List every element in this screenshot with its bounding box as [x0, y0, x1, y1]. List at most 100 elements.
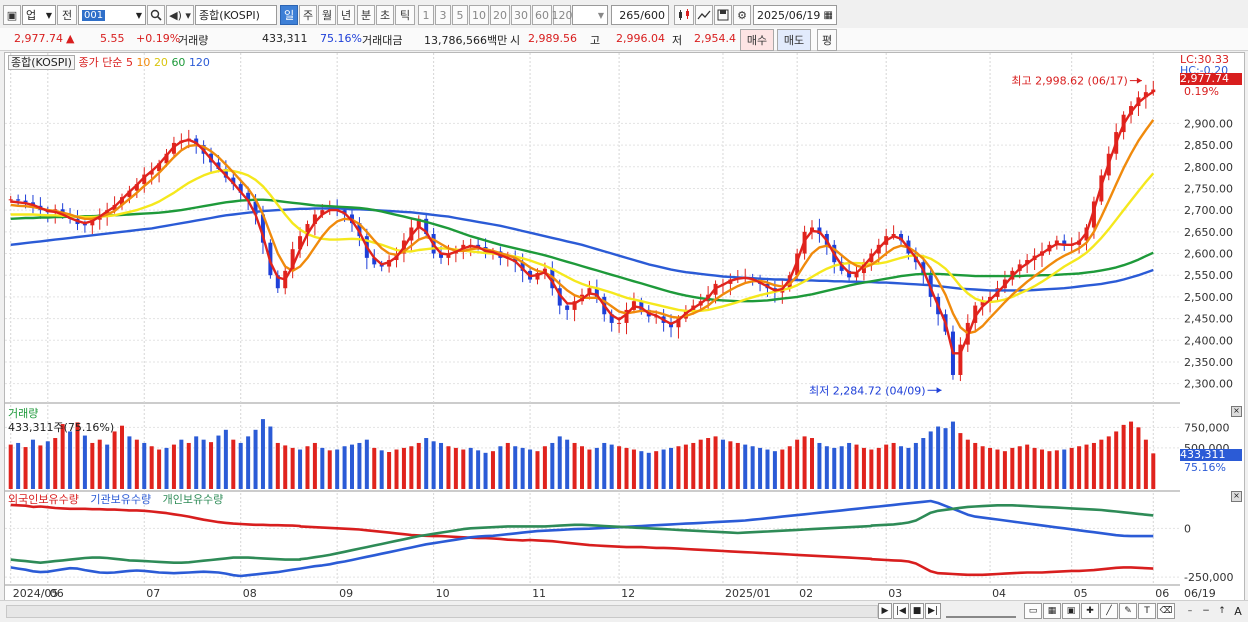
candle-body	[669, 322, 674, 328]
holdings-line-2	[10, 503, 1154, 565]
save-icon[interactable]	[714, 5, 732, 25]
period-minute[interactable]: 분	[357, 5, 375, 25]
volume-bar	[8, 444, 13, 489]
gear-icon[interactable]: ⚙	[733, 5, 751, 25]
window-icon[interactable]: ▣	[1062, 603, 1080, 619]
period-tick[interactable]: 틱	[395, 5, 415, 25]
volume-bar	[906, 447, 911, 489]
line-chart-icon[interactable]	[695, 5, 713, 25]
speaker-icon[interactable]: ◀) ▾	[166, 5, 194, 25]
date-field[interactable]: 2025/06/19 ▦	[753, 5, 837, 25]
volume-bar	[609, 444, 614, 489]
toolbar: ▣ 업 ▼ 전 001 ▼ ◀) ▾ 종합(KOSPI) 일 주 월 년 분 초…	[0, 0, 1248, 29]
volume-bar	[60, 424, 65, 489]
volume-bar	[861, 447, 866, 489]
screen-icon[interactable]: ▭	[1024, 603, 1042, 619]
volume-bar	[350, 444, 354, 489]
text-icon[interactable]: T	[1138, 603, 1156, 619]
volume-bar	[327, 450, 332, 489]
candle-body	[446, 253, 451, 258]
volume-bar	[795, 439, 800, 489]
eraser-icon[interactable]: ⌫	[1157, 603, 1175, 619]
volume-bar	[854, 444, 859, 489]
interval-60[interactable]: 60	[532, 5, 552, 25]
code-input[interactable]: 001 ▼	[78, 5, 146, 25]
x-tick-label: 04	[992, 587, 1006, 600]
volume-bar	[312, 442, 317, 489]
interval-5[interactable]: 5	[452, 5, 468, 25]
candle-body	[899, 234, 904, 241]
window-icon[interactable]: ▣	[3, 5, 21, 25]
search-icon[interactable]	[147, 5, 165, 25]
count-field[interactable]: 265/600	[611, 5, 669, 25]
scrollbar-track[interactable]	[6, 605, 878, 618]
ma120-label: 120	[188, 56, 210, 69]
zoom-slider[interactable]	[946, 606, 1016, 618]
volume-bar	[283, 445, 288, 489]
buy-button[interactable]: 매수	[740, 29, 774, 51]
volume-sub: 433,311주(75.16%)	[8, 421, 115, 434]
zoom-out-icon[interactable]: –	[1187, 606, 1193, 616]
volume-bar	[1099, 439, 1104, 489]
pencil-icon[interactable]: ✎	[1119, 603, 1137, 619]
interval-30[interactable]: 30	[511, 5, 531, 25]
font-size-icon[interactable]: A	[1234, 604, 1242, 618]
period-second[interactable]: 초	[376, 5, 394, 25]
crosshair-icon[interactable]: ✚	[1081, 603, 1099, 619]
volume-bar	[713, 436, 718, 489]
volume-bar	[416, 442, 421, 489]
last-icon[interactable]: ▶|	[925, 603, 941, 619]
interval-10[interactable]: 10	[469, 5, 489, 25]
chart-area[interactable]: 2024/05 06 07 08 09 10 11 12 2025/01 02 03 04 05 06 최고…	[4, 52, 1182, 602]
volume-bar	[787, 446, 792, 489]
minus-icon[interactable]: −	[1202, 606, 1210, 616]
eval-button[interactable]: 평	[817, 29, 837, 51]
y-tick-label: 2,400.00	[1184, 334, 1233, 347]
interval-20[interactable]: 20	[490, 5, 510, 25]
high-annotation: 최고 2,998.62 (06/17)	[1011, 75, 1128, 88]
candle-body	[8, 199, 13, 201]
interval-select[interactable]: ▼	[572, 5, 608, 25]
close-icon[interactable]: ×	[1231, 491, 1242, 502]
volume-bar	[891, 442, 896, 489]
sell-button[interactable]: 매도	[777, 29, 811, 51]
volume-bar	[23, 447, 28, 489]
quote-arrow: ▲	[66, 32, 75, 45]
up-icon[interactable]: ↑	[1218, 606, 1226, 616]
volume-bar	[1114, 431, 1119, 489]
x-tick-label: 06	[1155, 587, 1169, 600]
candle-body	[854, 273, 859, 278]
volume-bar	[1010, 447, 1015, 489]
price-scale: 06/19 2,300.00 2,350.00 2,400.00 2,450.00 2,5…	[1180, 52, 1245, 602]
scale-canvas: 06/19 2,300.00 2,350.00 2,400.00 2,450.00 2,5…	[1184, 117, 1233, 600]
volume-bar	[1040, 449, 1044, 489]
volume-bar	[1136, 427, 1141, 489]
candle-icon[interactable]	[674, 5, 694, 25]
volume-bar	[698, 439, 703, 489]
trendline-icon[interactable]: ╱	[1100, 603, 1118, 619]
interval-120[interactable]: 120	[552, 5, 573, 25]
prev-button[interactable]: 전	[57, 5, 77, 25]
volume-bar	[320, 447, 325, 489]
candle-body	[1062, 240, 1067, 245]
stop-icon[interactable]: ■	[910, 603, 924, 619]
first-icon[interactable]: |◀	[893, 603, 909, 619]
layout-icon[interactable]: ▦	[1043, 603, 1061, 619]
x-tick-label: 10	[436, 587, 450, 600]
candle-body	[639, 301, 644, 310]
interval-1[interactable]: 1	[418, 5, 434, 25]
candle-body	[16, 199, 21, 201]
market-select[interactable]: 업 ▼	[22, 5, 56, 25]
period-month[interactable]: 월	[318, 5, 336, 25]
close-icon[interactable]: ×	[1231, 406, 1242, 417]
candle-body	[1054, 240, 1059, 245]
volume-bar	[950, 421, 955, 489]
scroll-right-icon[interactable]: ▶	[878, 603, 892, 619]
ma5-line	[10, 90, 1154, 355]
period-week[interactable]: 주	[299, 5, 317, 25]
calendar-icon[interactable]: ▦	[823, 9, 833, 21]
interval-3[interactable]: 3	[435, 5, 451, 25]
period-day[interactable]: 일	[280, 5, 298, 25]
quote-volume-pct: 75.16%	[320, 32, 362, 45]
period-year[interactable]: 년	[337, 5, 355, 25]
